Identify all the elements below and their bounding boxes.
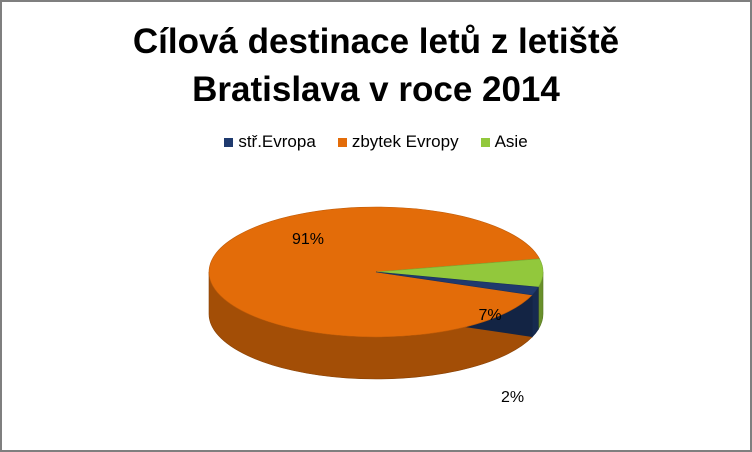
data-label-zbytek-evropy: 91% [292,231,324,248]
pie-slice-zbytek-evropy [208,206,541,338]
chart-title: Cílová destinace letů z letiště Bratisla… [0,18,752,114]
data-label-asie: 7% [478,307,501,324]
legend-swatch-zbytek-evropy [337,137,347,147]
legend-item-zbytek-evropy: zbytek Evropy [337,132,459,152]
chart-legend: stř.Evropa zbytek Evropy Asie [0,132,752,152]
legend-label-zbytek-evropy: zbytek Evropy [351,132,459,151]
legend-label-str-evropa: stř.Evropa [238,132,316,151]
legend-swatch-asie [480,137,490,147]
data-label-str-evropa: 2% [501,389,524,406]
chart-title-line-1: Cílová destinace letů z letiště [132,22,620,61]
legend-item-asie: Asie [480,132,528,152]
chart-title-line-2: Bratislava v roce 2014 [192,70,560,109]
pie-side-str-evropa [531,286,539,338]
legend-swatch-str-evropa [224,137,234,147]
legend-item-str-evropa: stř.Evropa [224,132,316,152]
pie-slice-str-evropa [375,271,539,296]
legend-label-asie: Asie [494,132,528,151]
